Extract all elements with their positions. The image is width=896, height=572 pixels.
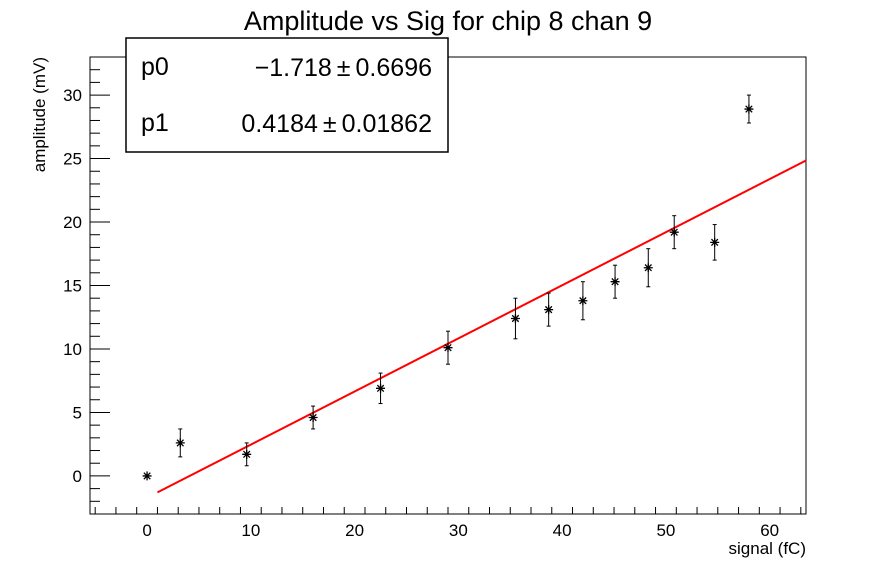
data-points: [142, 94, 754, 481]
data-point: [242, 442, 252, 467]
x-tick-label: 0: [142, 521, 151, 540]
star-marker: [242, 449, 252, 459]
data-point: [669, 215, 679, 250]
data-point: [710, 224, 720, 261]
fit-line: [156, 159, 807, 494]
stat-p1-value: 0.4184 ±0.01862: [241, 110, 432, 138]
y-tick-label: 0: [73, 467, 82, 486]
y-tick-label: 30: [63, 86, 82, 105]
stat-p1-error: 0.01862: [342, 110, 432, 138]
stat-p0-error: 0.6696: [356, 54, 432, 82]
x-tick-label: 50: [656, 521, 675, 540]
star-marker: [308, 413, 318, 423]
stat-p0-value: −1.718 ±0.6696: [255, 54, 432, 82]
star-marker: [142, 471, 152, 481]
star-marker: [744, 104, 754, 114]
x-tick-label: 40: [553, 521, 572, 540]
data-point: [643, 248, 653, 288]
star-marker: [578, 296, 588, 306]
star-marker: [175, 438, 185, 448]
data-point: [308, 405, 318, 430]
x-axis-label: signal (fC): [729, 539, 806, 558]
data-point: [142, 471, 152, 481]
x-tick-label: 30: [449, 521, 468, 540]
data-point: [578, 281, 588, 321]
data-point: [376, 372, 386, 405]
star-marker: [710, 237, 720, 247]
stat-p1-estimate: 0.4184: [241, 110, 318, 138]
stat-p0-estimate: −1.718: [255, 54, 332, 82]
data-point: [510, 297, 520, 340]
data-point: [443, 330, 453, 365]
stats-box-border: [125, 37, 449, 153]
y-tick-label: 20: [63, 213, 82, 232]
fit-stats-box: p0 −1.718 ±0.6696 p1 0.4184 ±0.01862: [125, 37, 449, 153]
x-tick-label: 60: [760, 521, 779, 540]
data-point: [610, 264, 620, 299]
star-marker: [544, 305, 554, 315]
data-point: [744, 94, 754, 124]
data-point: [175, 428, 185, 458]
star-marker: [510, 314, 520, 324]
x-axis: 0 10 20 30 40 50 60: [94, 507, 802, 540]
x-tick-label: 20: [345, 521, 364, 540]
y-tick-label: 15: [63, 277, 82, 296]
y-tick-label: 5: [73, 403, 82, 422]
y-tick-label: 10: [63, 340, 82, 359]
stat-p0-name: p0: [141, 53, 169, 81]
chart-title: Amplitude vs Sig for chip 8 chan 9: [244, 6, 652, 36]
y-axis: 0 5 10 15 20 25 30: [63, 56, 110, 515]
y-axis-label: amplitude (mV): [30, 57, 49, 172]
star-marker: [610, 277, 620, 287]
star-marker: [376, 383, 386, 393]
stat-p1-name: p1: [141, 109, 169, 137]
star-marker: [643, 263, 653, 273]
data-point: [544, 292, 554, 327]
stat-p1-pm-symbol: ±: [323, 110, 337, 138]
stat-p0-pm-symbol: ±: [337, 54, 351, 82]
star-marker: [669, 227, 679, 237]
fit-layer: [156, 159, 807, 494]
x-tick-label: 10: [241, 521, 260, 540]
star-marker: [443, 343, 453, 353]
y-tick-label: 25: [63, 150, 82, 169]
